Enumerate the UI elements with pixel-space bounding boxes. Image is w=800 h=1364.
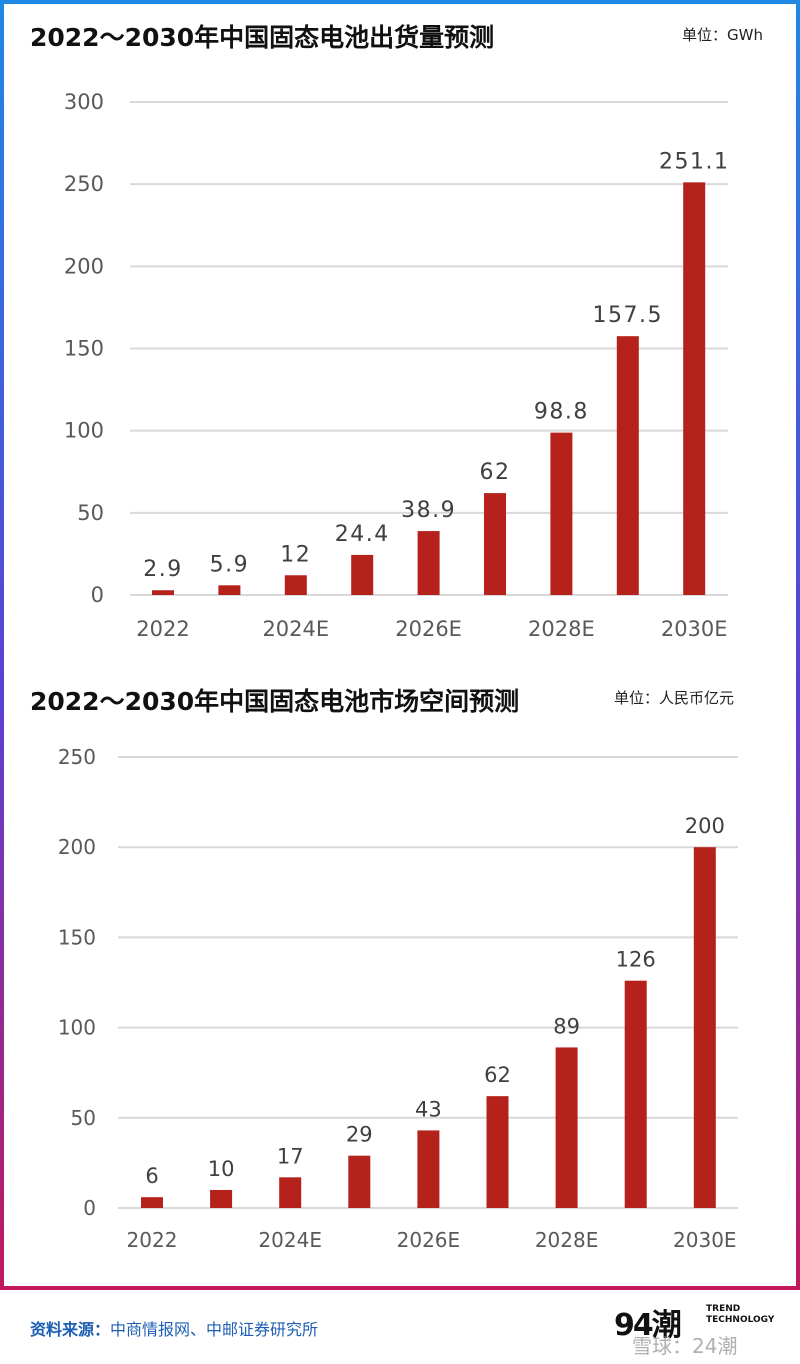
- x-tick-label: 2028E: [528, 617, 595, 641]
- bar: [417, 1130, 440, 1208]
- x-tick-label: 2022: [136, 617, 189, 641]
- shipment-bar-chart: 0 50 100 150 200 250 300 2.9 2022 5.9 12 2024E 24.4 3…: [64, 90, 729, 641]
- y-tick-label: 100: [64, 419, 104, 443]
- x-tick-label: 2026E: [395, 617, 462, 641]
- bar: [486, 1096, 509, 1208]
- source-label: 资料来源：: [30, 1320, 111, 1339]
- bar: [616, 336, 639, 595]
- bar: [152, 590, 174, 595]
- brand-logo: 94潮: [614, 1308, 682, 1343]
- x-tick-label: 2028E: [535, 1228, 599, 1252]
- brand-tagline-1: TREND: [706, 1304, 741, 1314]
- x-tick-label: 2030E: [673, 1228, 737, 1252]
- source-text: 中商情报网、中邮证券研究所: [110, 1320, 319, 1339]
- data-label: 29: [346, 1123, 373, 1147]
- data-label: 43: [415, 1097, 442, 1121]
- data-label: 62: [484, 1063, 511, 1087]
- watermark: 雪球：24潮: [632, 1334, 738, 1358]
- y-tick-label: 50: [77, 501, 104, 525]
- data-label: 251.1: [659, 149, 729, 174]
- chart-unit: 单位：GWh: [682, 26, 763, 44]
- data-label: 200: [685, 814, 725, 838]
- bar: [550, 432, 573, 595]
- data-label: 126: [616, 948, 656, 972]
- brand-logo-block: 94潮 TREND TECHNOLOGY 雪球：24潮: [612, 1300, 792, 1358]
- x-tick-label: 2024E: [258, 1228, 322, 1252]
- data-label: 5.9: [210, 552, 250, 577]
- bar: [693, 847, 716, 1208]
- chart-unit: 单位：人民币亿元: [614, 689, 735, 707]
- bar: [348, 1155, 371, 1208]
- y-tick-label: 100: [58, 1016, 96, 1040]
- y-tick-label: 300: [64, 90, 104, 114]
- bar: [141, 1197, 163, 1208]
- bar: [417, 531, 440, 595]
- x-tick-label: 2024E: [262, 617, 329, 641]
- bar: [351, 554, 374, 595]
- y-tick-label: 250: [64, 172, 104, 196]
- y-tick-label: 0: [91, 583, 104, 607]
- brand-tagline-2: TECHNOLOGY: [706, 1315, 775, 1325]
- y-tick-label: 200: [58, 835, 96, 859]
- bar: [555, 1047, 578, 1208]
- data-label: 6: [145, 1164, 158, 1188]
- data-label: 24.4: [335, 522, 390, 547]
- data-label: 98.8: [534, 400, 589, 425]
- x-tick-label: 2026E: [397, 1228, 461, 1252]
- data-label: 38.9: [401, 498, 456, 523]
- bar: [484, 493, 506, 595]
- data-label: 10: [208, 1157, 235, 1181]
- bar: [218, 585, 241, 595]
- market-chart-block: 2022～2030年中国固态电池市场空间预测 单位：人民币亿元 0 50 100 15…: [0, 665, 800, 1285]
- shipment-chart-block: 2022～2030年中国固态电池出货量预测 单位：GWh 0 50 100 150 20…: [0, 0, 800, 660]
- source-note: 资料来源：中商情报网、中邮证券研究所: [30, 1316, 318, 1340]
- card-frame: [4, 4, 796, 1286]
- x-tick-label: 2022: [127, 1228, 178, 1252]
- y-tick-label: 250: [58, 745, 96, 769]
- chart-title: 2022～2030年中国固态电池市场空间预测: [30, 687, 520, 716]
- data-label: 12: [280, 542, 311, 567]
- bar: [683, 182, 706, 595]
- data-label: 62: [480, 460, 511, 485]
- y-tick-label: 150: [64, 337, 104, 361]
- market-bar-chart: 0 50 100 150 200 250 6 2022 10 17 2024E 29 43 2026E 62…: [58, 745, 738, 1252]
- y-tick-label: 150: [58, 925, 96, 949]
- bar: [624, 980, 647, 1208]
- chart-title: 2022～2030年中国固态电池出货量预测: [30, 23, 495, 52]
- bar: [279, 1177, 302, 1208]
- x-tick-label: 2030E: [661, 617, 728, 641]
- data-label: 17: [277, 1144, 304, 1168]
- y-tick-label: 200: [64, 254, 104, 278]
- footer: [0, 1290, 800, 1364]
- y-tick-label: 0: [83, 1196, 96, 1220]
- y-tick-label: 50: [71, 1106, 96, 1130]
- bar: [284, 575, 307, 595]
- brand-tagline: TREND TECHNOLOGY: [706, 1304, 774, 1326]
- bar: [210, 1189, 233, 1208]
- data-label: 2.9: [143, 557, 183, 582]
- data-label: 89: [553, 1014, 580, 1038]
- data-label: 157.5: [593, 303, 663, 328]
